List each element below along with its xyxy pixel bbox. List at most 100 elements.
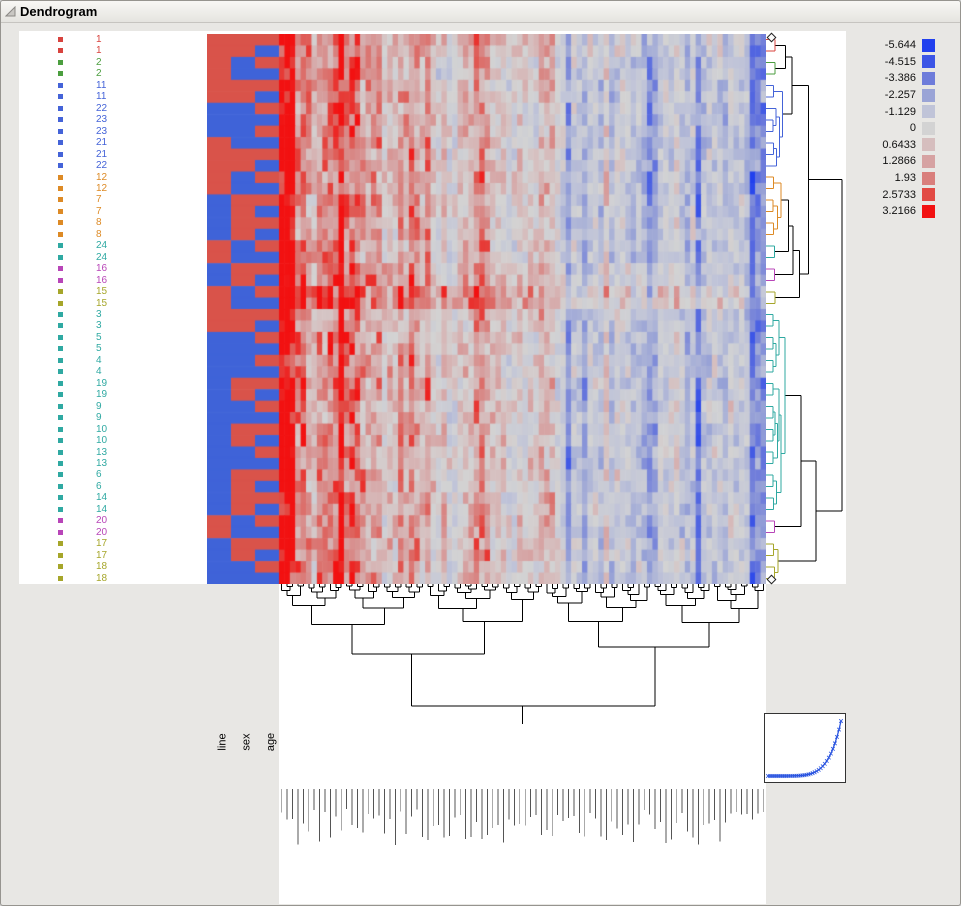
row-marker-icon — [58, 403, 63, 409]
row-marker-icon — [58, 415, 63, 421]
row-label-item[interactable]: 21 — [19, 137, 207, 148]
row-label-item[interactable]: 13 — [19, 458, 207, 469]
row-label-item[interactable]: 8 — [19, 229, 207, 240]
heatmap-canvas[interactable] — [207, 34, 766, 584]
row-label-item[interactable]: 16 — [19, 275, 207, 286]
row-label-item[interactable]: 9 — [19, 401, 207, 412]
row-label-text: 15 — [96, 286, 108, 298]
row-label-item[interactable]: 11 — [19, 80, 207, 91]
row-label-text: 24 — [96, 240, 108, 252]
row-marker-icon — [58, 59, 63, 65]
row-label-item[interactable]: 15 — [19, 298, 207, 309]
row-label-item[interactable]: 1 — [19, 34, 207, 45]
row-label-item[interactable]: 22 — [19, 160, 207, 171]
row-label-text: 22 — [96, 102, 108, 114]
row-label-item[interactable]: 10 — [19, 435, 207, 446]
row-label-item[interactable]: 5 — [19, 332, 207, 343]
row-label-item[interactable]: 24 — [19, 252, 207, 263]
legend-color-swatch — [922, 204, 935, 218]
row-label-item[interactable]: 14 — [19, 492, 207, 503]
row-label-item[interactable]: 18 — [19, 561, 207, 572]
row-label-text: 23 — [96, 125, 108, 137]
legend-color-swatch — [922, 188, 935, 202]
row-label-text: 12 — [96, 171, 108, 183]
legend-value-label: 1.2866 — [882, 155, 916, 168]
row-label-item[interactable]: 17 — [19, 550, 207, 561]
row-label-item[interactable]: 11 — [19, 91, 207, 102]
row-marker-icon — [58, 208, 63, 214]
row-label-item[interactable]: 19 — [19, 389, 207, 400]
legend-color-swatch — [922, 171, 935, 185]
row-marker-icon — [58, 48, 63, 54]
row-marker-icon — [58, 140, 63, 146]
row-label-text: 7 — [96, 205, 102, 217]
row-marker-icon — [58, 334, 63, 340]
row-label-item[interactable]: 23 — [19, 114, 207, 125]
row-label-item[interactable]: 9 — [19, 412, 207, 423]
column-dendrogram[interactable] — [279, 584, 766, 904]
disclosure-triangle-icon[interactable] — [5, 6, 16, 17]
row-marker-icon — [58, 220, 63, 226]
row-label-item[interactable]: 3 — [19, 309, 207, 320]
row-label-item[interactable]: 10 — [19, 424, 207, 435]
row-marker-icon — [58, 449, 63, 455]
row-label-item[interactable]: 2 — [19, 68, 207, 79]
row-marker-icon — [58, 277, 63, 283]
row-label-item[interactable]: 18 — [19, 573, 207, 584]
row-label-item[interactable]: 6 — [19, 481, 207, 492]
row-label-text: 16 — [96, 263, 108, 275]
row-marker-icon — [58, 506, 63, 512]
row-marker-icon — [58, 94, 63, 100]
row-marker-icon — [58, 105, 63, 111]
row-label-item[interactable]: 16 — [19, 263, 207, 274]
row-label-item[interactable]: 6 — [19, 469, 207, 480]
row-label-item[interactable]: 5 — [19, 343, 207, 354]
row-marker-icon — [58, 460, 63, 466]
row-label-item[interactable]: 20 — [19, 527, 207, 538]
row-label-item[interactable]: 3 — [19, 320, 207, 331]
row-label-item[interactable]: 8 — [19, 217, 207, 228]
row-dendrogram[interactable] — [766, 34, 846, 584]
row-label-item[interactable]: 12 — [19, 183, 207, 194]
row-label-item[interactable]: 4 — [19, 366, 207, 377]
row-marker-icon — [58, 541, 63, 547]
row-label-item[interactable]: 20 — [19, 515, 207, 526]
row-label-text: 10 — [96, 435, 108, 447]
row-label-text: 15 — [96, 297, 108, 309]
row-label-item[interactable]: 1 — [19, 45, 207, 56]
row-label-text: 2 — [96, 56, 102, 68]
row-label-item[interactable]: 19 — [19, 378, 207, 389]
row-label-item[interactable]: 15 — [19, 286, 207, 297]
row-label-text: 14 — [96, 503, 108, 515]
row-label-text: 6 — [96, 469, 102, 481]
row-label-item[interactable]: 7 — [19, 206, 207, 217]
legend-value-label: -1.129 — [884, 105, 916, 118]
row-label-item[interactable]: 4 — [19, 355, 207, 366]
row-label-item[interactable]: 2 — [19, 57, 207, 68]
row-marker-icon — [58, 483, 63, 489]
legend-entry: 1.2866 — [849, 153, 935, 170]
row-label-item[interactable]: 22 — [19, 103, 207, 114]
row-label-text: 10 — [96, 423, 108, 435]
legend-value-label: -2.257 — [884, 89, 916, 102]
row-marker-icon — [58, 71, 63, 77]
row-label-text: 4 — [96, 354, 102, 366]
color-scale-legend: -5.644 -4.515 -3.386 -2.257 -1.129 0 0.6433 1.2… — [849, 37, 935, 220]
row-label-item[interactable]: 23 — [19, 126, 207, 137]
categorical-axis-label-age: age — [264, 722, 278, 762]
clustering-history-curve — [765, 718, 844, 779]
row-label-item[interactable]: 14 — [19, 504, 207, 515]
legend-value-label: 1.93 — [894, 172, 916, 185]
row-label-text: 3 — [96, 320, 102, 332]
row-label-item[interactable]: 13 — [19, 447, 207, 458]
row-label-item[interactable]: 17 — [19, 538, 207, 549]
row-label-item[interactable]: 21 — [19, 149, 207, 160]
legend-color-swatch — [922, 88, 935, 102]
row-marker-icon — [58, 564, 63, 570]
legend-color-swatch — [922, 38, 935, 52]
row-label-item[interactable]: 24 — [19, 240, 207, 251]
row-marker-icon — [58, 346, 63, 352]
row-label-item[interactable]: 7 — [19, 194, 207, 205]
row-label-item[interactable]: 12 — [19, 172, 207, 183]
